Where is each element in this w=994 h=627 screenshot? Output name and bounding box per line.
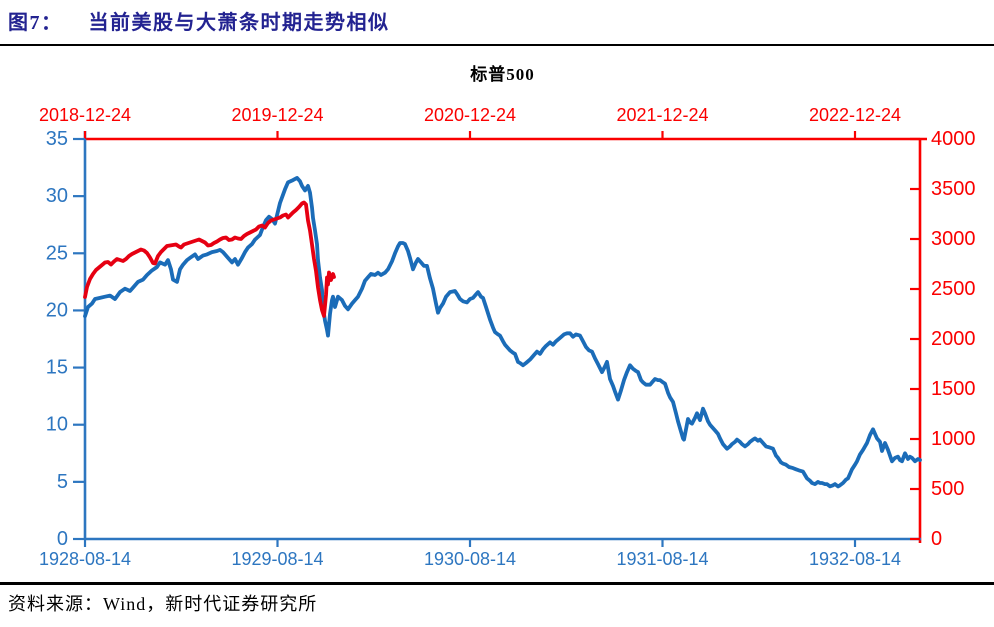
source-note: 资料来源：Wind，新时代证券研究所 bbox=[8, 594, 318, 614]
left-axis-tick-label: 0 bbox=[57, 528, 68, 550]
bottom-axis-tick-label: 1928-08-14 bbox=[39, 549, 131, 569]
figure-number: 图7： bbox=[8, 12, 63, 34]
top-divider bbox=[0, 44, 994, 46]
top-axis-tick-label: 2019-12-24 bbox=[231, 105, 323, 125]
left-axis-tick-label: 30 bbox=[46, 185, 68, 207]
left-axis-tick-label: 20 bbox=[46, 299, 68, 321]
bottom-divider bbox=[0, 582, 994, 585]
bottom-axis-tick-label: 1929-08-14 bbox=[231, 549, 323, 569]
top-axis-tick-label: 2020-12-24 bbox=[424, 105, 516, 125]
right-axis-tick-label: 1500 bbox=[931, 378, 976, 400]
right-axis-tick-label: 1000 bbox=[931, 428, 976, 450]
right-axis-tick-label: 500 bbox=[931, 478, 964, 500]
right-axis-tick-label: 3500 bbox=[931, 178, 976, 200]
figure-title-text: 当前美股与大萧条时期走势相似 bbox=[88, 12, 390, 34]
left-axis-tick-label: 15 bbox=[46, 357, 68, 379]
top-axis-tick-label: 2018-12-24 bbox=[39, 105, 131, 125]
figure-title: 图7： 当前美股与大萧条时期走势相似 bbox=[8, 6, 390, 35]
bottom-axis-tick-label: 1932-08-14 bbox=[809, 549, 901, 569]
depression-1928-1932-line bbox=[83, 175, 922, 489]
right-axis-tick-label: 0 bbox=[931, 528, 942, 550]
top-axis-tick-label: 2022-12-24 bbox=[809, 105, 901, 125]
bottom-axis-tick-label: 1931-08-14 bbox=[616, 549, 708, 569]
left-axis-tick-label: 25 bbox=[46, 242, 68, 264]
sp500-2018-2020-line bbox=[83, 200, 336, 318]
right-axis-tick-label: 3000 bbox=[931, 228, 976, 250]
left-axis-tick-label: 35 bbox=[46, 128, 68, 150]
right-axis-tick-label: 4000 bbox=[931, 128, 976, 150]
right-axis-tick-label: 2000 bbox=[931, 328, 976, 350]
chart-title: 标普500 bbox=[470, 65, 535, 84]
left-axis-tick-label: 10 bbox=[46, 414, 68, 436]
bottom-axis-tick-label: 1930-08-14 bbox=[424, 549, 516, 569]
top-axis-tick-label: 2021-12-24 bbox=[616, 105, 708, 125]
right-axis-tick-label: 2500 bbox=[931, 278, 976, 300]
left-axis-tick-label: 5 bbox=[57, 471, 68, 493]
